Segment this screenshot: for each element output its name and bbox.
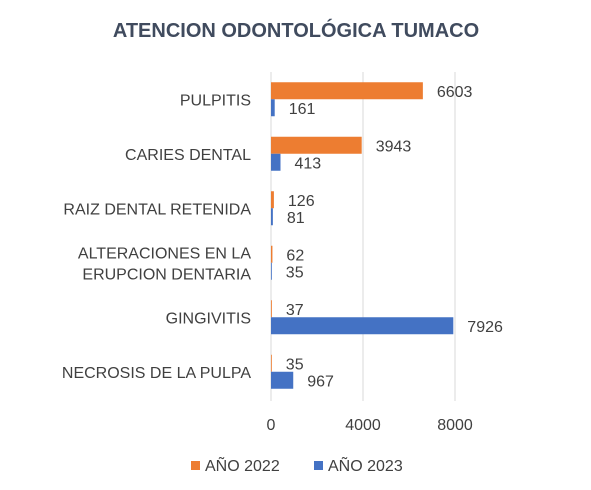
data-label: 126 — [288, 193, 315, 210]
bar — [271, 208, 273, 226]
category-label: NECROSIS DE LA PULPA — [62, 365, 251, 382]
bar — [271, 300, 272, 318]
data-label: 81 — [287, 210, 305, 227]
data-label: 35 — [286, 356, 304, 373]
legend-label: AÑO 2022 — [205, 455, 280, 475]
category-label: ALTERACIONES EN LA — [78, 245, 251, 262]
x-tick-label: 8000 — [437, 417, 473, 434]
data-label: 62 — [286, 247, 304, 264]
legend-swatch — [191, 461, 200, 470]
bar — [271, 317, 454, 335]
category-label: ERUPCION DENTARIA — [82, 266, 251, 283]
bar — [271, 262, 272, 280]
data-label: 967 — [307, 373, 334, 390]
data-label: 6603 — [437, 84, 473, 101]
bar — [271, 354, 272, 372]
x-tick-label: 4000 — [345, 417, 381, 434]
bar — [271, 191, 274, 209]
x-tick-label: 0 — [267, 417, 276, 434]
bar — [271, 82, 423, 100]
category-labels: PULPITIS CARIES DENTAL RAIZ DENTAL RETENID… — [62, 92, 251, 382]
legend: AÑO 2022 AÑO 2023 — [191, 455, 403, 475]
data-label: 3943 — [376, 138, 412, 155]
x-axis-ticks: 0 4000 8000 — [267, 417, 473, 434]
data-label: 37 — [286, 302, 304, 319]
data-label: 161 — [289, 101, 316, 118]
grid — [270, 72, 456, 401]
legend-swatch — [314, 461, 323, 470]
category-label: PULPITIS — [180, 92, 251, 109]
bar — [271, 245, 273, 263]
bar — [271, 136, 362, 154]
category-label: CARIES DENTAL — [125, 147, 251, 164]
legend-label: AÑO 2023 — [328, 455, 403, 475]
category-label: RAIZ DENTAL RETENIDA — [63, 201, 251, 218]
data-label: 7926 — [467, 319, 503, 336]
bar — [271, 153, 281, 171]
bar — [271, 99, 275, 117]
data-label: 35 — [286, 264, 304, 281]
category-label: GINGIVITIS — [166, 310, 251, 327]
bar — [271, 371, 294, 389]
chart-title: ATENCION ODONTOLÓGICA TUMACO — [113, 18, 479, 42]
data-label: 413 — [294, 155, 321, 172]
